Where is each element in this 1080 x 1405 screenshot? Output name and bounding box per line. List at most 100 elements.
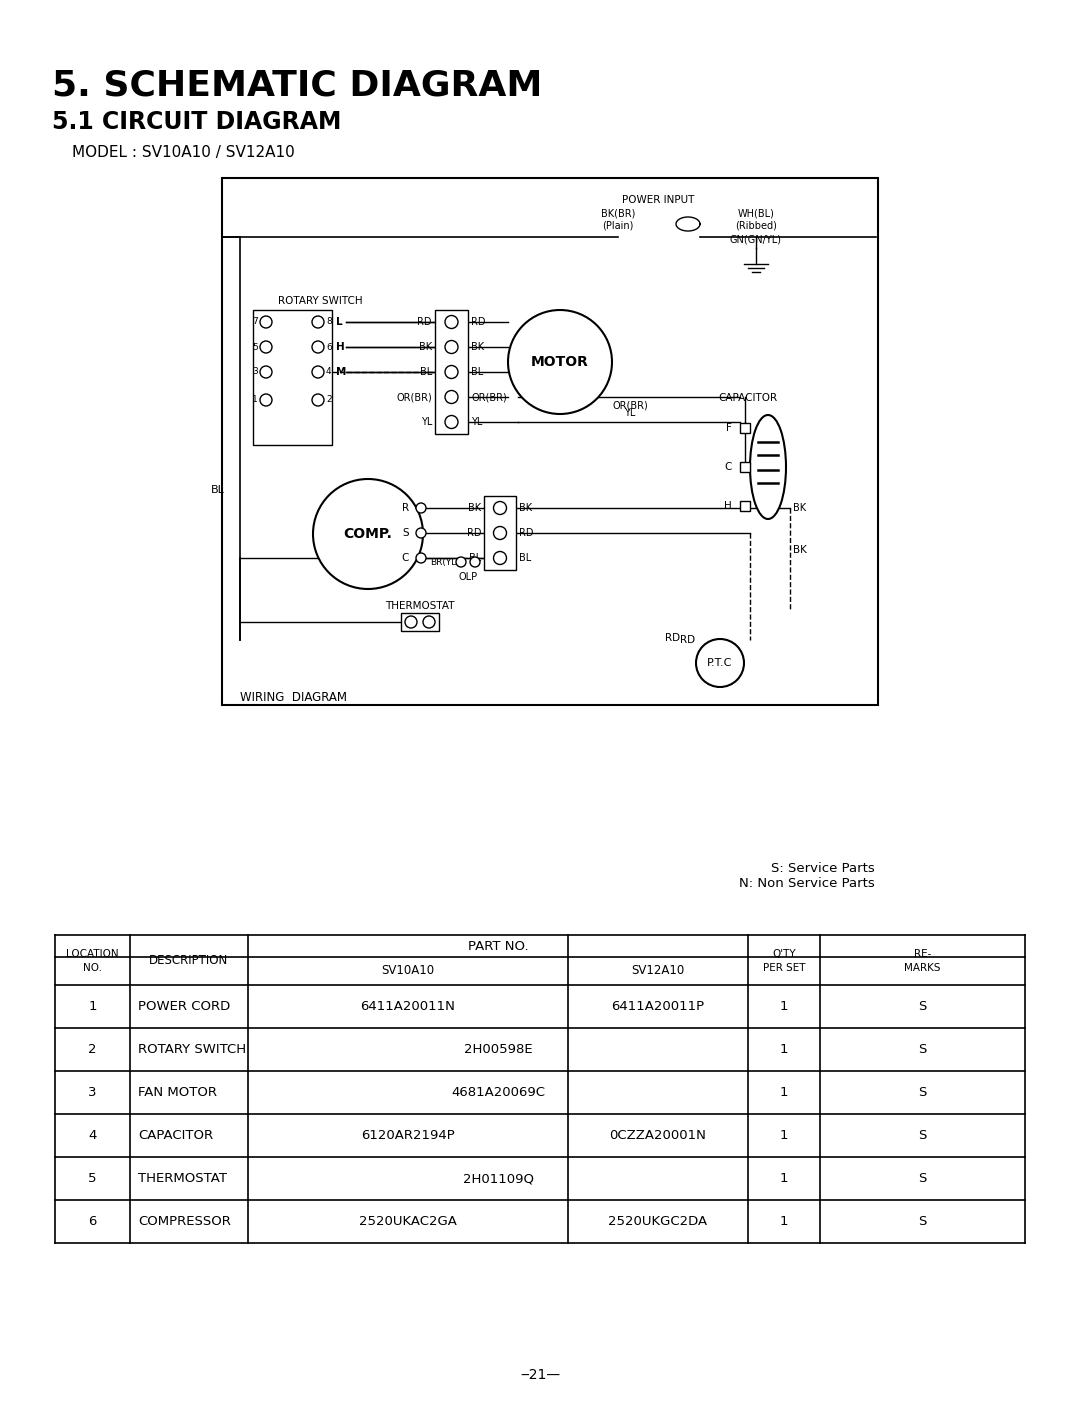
Circle shape	[494, 527, 507, 540]
Text: 1: 1	[780, 1043, 788, 1057]
Text: 6120AR2194P: 6120AR2194P	[361, 1130, 455, 1142]
Text: 2: 2	[89, 1043, 97, 1057]
Text: 5.1 CIRCUIT DIAGRAM: 5.1 CIRCUIT DIAGRAM	[52, 110, 341, 133]
Text: 1: 1	[780, 1215, 788, 1228]
Text: 6411A20011P: 6411A20011P	[611, 1000, 704, 1013]
Ellipse shape	[750, 414, 786, 518]
Circle shape	[312, 341, 324, 353]
Text: MARKS: MARKS	[904, 962, 941, 974]
Bar	[222, 178, 878, 705]
Text: BL: BL	[420, 367, 432, 377]
Text: F: F	[726, 423, 732, 433]
Circle shape	[416, 528, 426, 538]
Text: OLP: OLP	[458, 572, 477, 582]
Text: 2520UKGC2DA: 2520UKGC2DA	[608, 1215, 707, 1228]
Text: 2H00598E: 2H00598E	[463, 1043, 532, 1057]
Text: (Ribbed): (Ribbed)	[735, 221, 777, 230]
Circle shape	[260, 316, 272, 327]
Text: 2H01109Q: 2H01109Q	[462, 1172, 534, 1184]
Bar	[401, 613, 438, 631]
Text: YL: YL	[420, 417, 432, 427]
Text: CAPACITOR: CAPACITOR	[718, 393, 778, 403]
Text: PART NO.: PART NO.	[468, 940, 528, 953]
Text: POWER CORD: POWER CORD	[138, 1000, 230, 1013]
Text: 6411A20011N: 6411A20011N	[361, 1000, 456, 1013]
Text: S: S	[918, 1086, 927, 1099]
Text: RD: RD	[680, 635, 696, 645]
Circle shape	[312, 393, 324, 406]
Text: 6: 6	[326, 343, 332, 351]
Text: NO.: NO.	[83, 962, 102, 974]
Text: R: R	[402, 503, 409, 513]
Circle shape	[494, 552, 507, 565]
Text: BR(YL): BR(YL)	[430, 558, 460, 566]
Text: P.T.C: P.T.C	[707, 658, 732, 667]
Text: C: C	[725, 462, 732, 472]
Text: BK: BK	[793, 545, 807, 555]
Text: 5. SCHEMATIC DIAGRAM: 5. SCHEMATIC DIAGRAM	[52, 67, 542, 103]
Text: PER SET: PER SET	[762, 962, 806, 974]
Text: 3: 3	[89, 1086, 97, 1099]
Text: S: Service Parts
N: Non Service Parts: S: Service Parts N: Non Service Parts	[739, 863, 875, 889]
Text: 4: 4	[89, 1130, 97, 1142]
Text: DESCRIPTION: DESCRIPTION	[149, 954, 229, 967]
Text: ROTARY SWITCH: ROTARY SWITCH	[278, 296, 363, 306]
Text: ‒21—: ‒21—	[519, 1368, 561, 1383]
Text: COMP.: COMP.	[343, 527, 392, 541]
Bar	[740, 502, 750, 511]
Text: M: M	[336, 367, 347, 377]
Circle shape	[445, 416, 458, 429]
Bar	[740, 462, 750, 472]
Text: S: S	[918, 1130, 927, 1142]
Text: BL: BL	[211, 485, 225, 495]
Circle shape	[494, 502, 507, 514]
Circle shape	[470, 556, 480, 568]
Text: 2: 2	[326, 395, 332, 405]
Text: MOTOR: MOTOR	[531, 355, 589, 370]
Bar	[484, 496, 516, 570]
Circle shape	[508, 311, 612, 414]
Text: 1: 1	[89, 1000, 97, 1013]
Text: MODEL : SV10A10 / SV12A10: MODEL : SV10A10 / SV12A10	[72, 145, 295, 160]
Text: RD: RD	[471, 318, 486, 327]
Text: 2520UKAC2GA: 2520UKAC2GA	[359, 1215, 457, 1228]
Text: Q'TY: Q'TY	[772, 948, 796, 960]
Text: 6: 6	[89, 1215, 97, 1228]
Text: S: S	[918, 1215, 927, 1228]
Circle shape	[416, 554, 426, 563]
Circle shape	[312, 365, 324, 378]
Text: S: S	[403, 528, 409, 538]
Text: 3: 3	[253, 368, 258, 377]
Text: YL: YL	[624, 407, 636, 419]
Text: BK(BR): BK(BR)	[600, 209, 635, 219]
Text: BK: BK	[471, 341, 484, 353]
Circle shape	[445, 340, 458, 354]
Text: BL: BL	[471, 367, 483, 377]
Text: C: C	[402, 554, 409, 563]
Text: H: H	[725, 502, 732, 511]
Text: COMPRESSOR: COMPRESSOR	[138, 1215, 231, 1228]
Text: BL: BL	[469, 554, 481, 563]
Circle shape	[312, 316, 324, 327]
Text: 4: 4	[326, 368, 332, 377]
Circle shape	[260, 341, 272, 353]
Text: S: S	[918, 1043, 927, 1057]
Text: OR(BR): OR(BR)	[396, 392, 432, 402]
Text: RD: RD	[467, 528, 481, 538]
Text: SV12A10: SV12A10	[632, 964, 685, 978]
Text: RE-: RE-	[914, 948, 931, 960]
Circle shape	[423, 615, 435, 628]
Text: RD: RD	[665, 634, 680, 643]
Text: 1: 1	[253, 395, 258, 405]
Text: SV10A10: SV10A10	[381, 964, 434, 978]
Text: RD: RD	[519, 528, 534, 538]
Text: CAPACITOR: CAPACITOR	[138, 1130, 213, 1142]
Text: OR(BR): OR(BR)	[471, 392, 507, 402]
Text: 0CZZA20001N: 0CZZA20001N	[609, 1130, 706, 1142]
Circle shape	[445, 316, 458, 329]
Text: 8: 8	[326, 318, 332, 326]
Text: BK: BK	[519, 503, 532, 513]
Text: POWER INPUT: POWER INPUT	[622, 195, 694, 205]
Text: 4681A20069C: 4681A20069C	[451, 1086, 545, 1099]
Text: LOCATION: LOCATION	[66, 948, 119, 960]
